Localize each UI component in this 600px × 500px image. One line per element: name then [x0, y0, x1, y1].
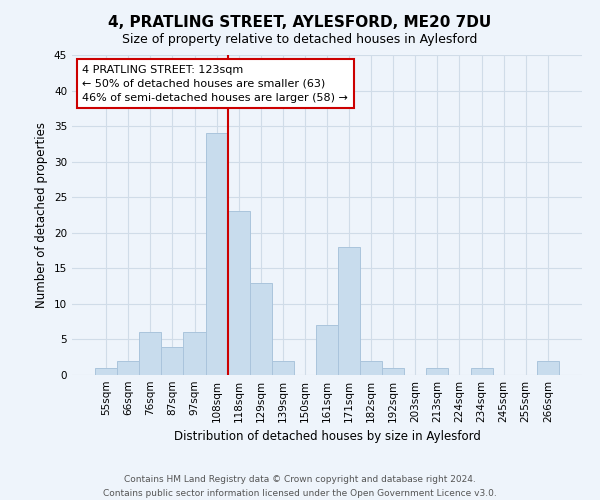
- Bar: [161, 346, 184, 375]
- Bar: [184, 332, 206, 375]
- Bar: [95, 368, 117, 375]
- Bar: [206, 133, 227, 375]
- Bar: [427, 368, 448, 375]
- Bar: [382, 368, 404, 375]
- Bar: [360, 361, 382, 375]
- Text: 4, PRATLING STREET, AYLESFORD, ME20 7DU: 4, PRATLING STREET, AYLESFORD, ME20 7DU: [109, 15, 491, 30]
- Bar: [117, 361, 139, 375]
- Bar: [139, 332, 161, 375]
- Text: Size of property relative to detached houses in Aylesford: Size of property relative to detached ho…: [122, 32, 478, 46]
- Bar: [316, 325, 338, 375]
- X-axis label: Distribution of detached houses by size in Aylesford: Distribution of detached houses by size …: [173, 430, 481, 444]
- Text: Contains HM Land Registry data © Crown copyright and database right 2024.
Contai: Contains HM Land Registry data © Crown c…: [103, 476, 497, 498]
- Text: 4 PRATLING STREET: 123sqm
← 50% of detached houses are smaller (63)
46% of semi-: 4 PRATLING STREET: 123sqm ← 50% of detac…: [82, 64, 348, 102]
- Bar: [537, 361, 559, 375]
- Bar: [338, 247, 360, 375]
- Bar: [250, 282, 272, 375]
- Bar: [470, 368, 493, 375]
- Bar: [227, 212, 250, 375]
- Bar: [272, 361, 294, 375]
- Y-axis label: Number of detached properties: Number of detached properties: [35, 122, 49, 308]
